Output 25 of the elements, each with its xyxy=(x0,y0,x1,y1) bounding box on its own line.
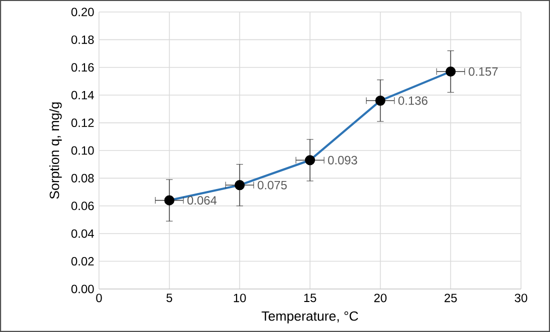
y-tick-label: 0.16 xyxy=(71,63,94,72)
y-tick-label: 0.14 xyxy=(71,90,94,100)
x-tick-label: 0 xyxy=(96,294,102,302)
y-tick-label: 0.12 xyxy=(71,118,94,128)
x-tick-label: 5 xyxy=(166,294,172,302)
x-axis-title: Temperature, °C xyxy=(262,311,358,324)
y-axis-title: Sorption q, mg/g xyxy=(49,102,62,199)
data-label: 0.157 xyxy=(468,67,498,76)
y-tick-label: 0.06 xyxy=(71,202,94,210)
data-label: 0.093 xyxy=(328,156,358,164)
data-label: 0.064 xyxy=(187,196,217,205)
x-tick-label: 10 xyxy=(234,294,246,302)
data-label: 0.136 xyxy=(398,96,428,105)
y-tick-label: 0.04 xyxy=(71,229,94,238)
y-tick-label: 0.18 xyxy=(71,35,94,44)
x-tick-label: 20 xyxy=(374,294,387,302)
y-tick-label: 0.08 xyxy=(71,174,94,182)
x-tick-label: 30 xyxy=(514,294,528,302)
y-tick-label: 0.20 xyxy=(71,8,94,16)
y-tick-label: 0.00 xyxy=(71,284,94,294)
data-label: 0.075 xyxy=(258,180,287,190)
x-tick-label: 25 xyxy=(444,294,457,302)
y-tick-label: 0.10 xyxy=(71,146,94,155)
x-tick-label: 15 xyxy=(304,294,316,302)
y-tick-label: 0.02 xyxy=(71,257,94,266)
